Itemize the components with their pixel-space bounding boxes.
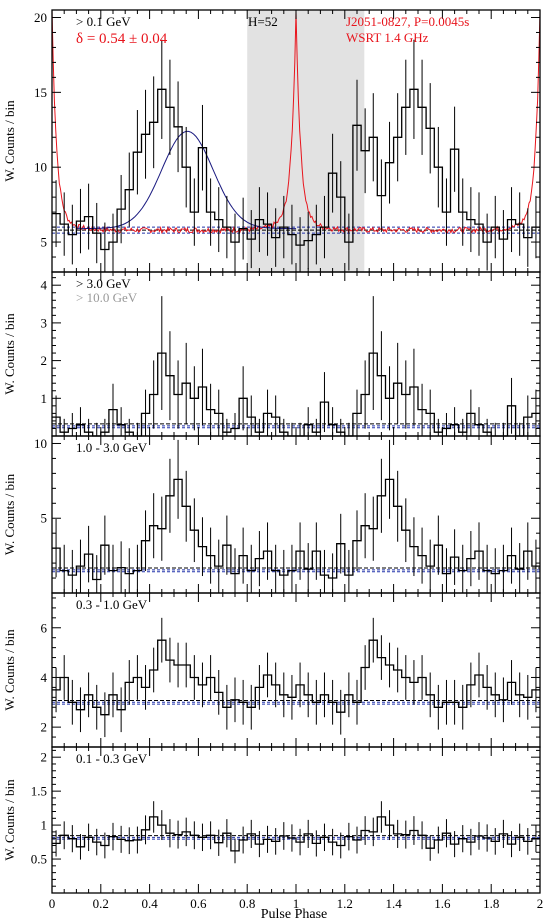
x-tick-label: 0.8	[239, 896, 255, 911]
energy-label: > 3.0 GeV	[76, 276, 131, 291]
x-tick-label: 0.6	[190, 896, 207, 911]
histogram-step	[52, 816, 540, 852]
delta-annotation: δ = 0.54 ± 0.04	[76, 31, 168, 47]
energy-label: 0.1 - 0.3 GeV	[76, 751, 148, 766]
y-tick-label: 1.5	[31, 784, 47, 799]
y-tick-label: 10	[34, 436, 47, 451]
y-tick-label: 2	[41, 750, 48, 765]
panel-5: 0.5 1 1.5 2 0 0.2 0.4 0.6 0.8 1 1.2 1.4 1.6 1.8 2 W. Co…	[2, 746, 544, 911]
x-tick-label: 0	[49, 896, 56, 911]
y-axis-label: W. Counts / bin	[2, 629, 17, 711]
energy-label-secondary: > 10.0 GeV	[76, 290, 138, 305]
x-tick-label: 1.6	[434, 896, 451, 911]
panel-4: 2 4 6 W. Counts / bin 0.3 - 1.0 GeV	[2, 592, 541, 748]
y-tick-label: 4	[41, 278, 48, 293]
panel-1: 5 10 15 20 W. Counts / bin > 0.1 GeV δ = 0.54 …	[2, 9, 541, 273]
histogram-step	[52, 639, 540, 716]
y-tick-label: 15	[34, 85, 47, 100]
radio-label-line2: WSRT 1.4 GHz	[346, 30, 429, 45]
x-axis-label: Pulse Phase	[261, 907, 328, 922]
y-tick-label: 3	[41, 315, 48, 330]
x-tick-label: 0.4	[141, 896, 158, 911]
x-tick-label: 2	[537, 896, 544, 911]
y-tick-label: 4	[41, 670, 48, 685]
y-axis-label: W. Counts / bin	[2, 779, 17, 861]
histogram-step	[52, 88, 540, 251]
y-tick-label: 2	[41, 720, 48, 735]
y-tick-label: 5	[41, 235, 48, 250]
histogram-step	[52, 478, 540, 581]
y-tick-label: 1	[41, 818, 48, 833]
y-tick-label: 20	[34, 10, 47, 25]
y-axis-label: W. Counts / bin	[2, 313, 17, 395]
panel-3: 5 10 W. Counts / bin 1.0 - 3.0 GeV	[2, 435, 541, 594]
panel-frame	[51, 746, 541, 894]
y-tick-label: 1	[41, 391, 48, 406]
energy-label: 1.0 - 3.0 GeV	[76, 440, 148, 455]
y-tick-label: 6	[41, 620, 48, 635]
h-test-annotation: H=52	[248, 14, 278, 29]
x-tick-label: 0.2	[93, 896, 109, 911]
y-tick-label: 5	[41, 511, 48, 526]
x-tick-label: 1	[293, 896, 300, 911]
y-axis-label: W. Counts / bin	[2, 473, 17, 555]
panel-2: 1 2 3 4 W. Counts / bin > 3.0 GeV> 10.0 GeV	[2, 271, 541, 437]
radio-label-line1: J2051-0827, P=0.0045s	[346, 14, 469, 29]
y-tick-label: 2	[41, 353, 48, 368]
y-tick-label: 10	[34, 160, 47, 175]
y-tick-label: 0.5	[31, 852, 47, 867]
x-tick-label: 1.4	[385, 896, 402, 911]
x-tick-label: 1.8	[483, 896, 499, 911]
panel-frame	[51, 592, 541, 748]
x-tick-label: 1.2	[337, 896, 353, 911]
energy-label: 0.3 - 1.0 GeV	[76, 597, 148, 612]
energy-label: > 0.1 GeV	[76, 14, 131, 29]
y-axis-label: W. Counts / bin	[2, 100, 17, 182]
